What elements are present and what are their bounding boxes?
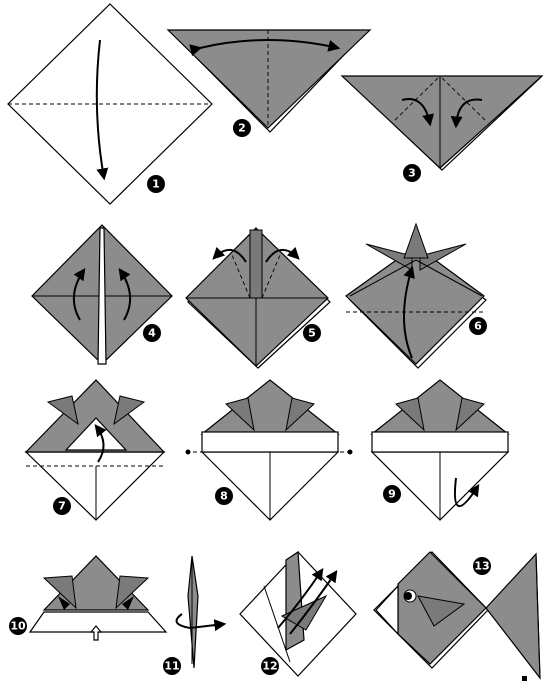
- top-colored: [24, 379, 166, 453]
- left-flap: [395, 397, 425, 432]
- fold-arrow: [403, 265, 415, 359]
- fold-line-right: [439, 75, 486, 121]
- step-badge: [403, 164, 421, 182]
- right-flap: [113, 395, 146, 426]
- step-7-diagram: 7: [24, 379, 166, 521]
- white-band: [28, 611, 168, 633]
- step-number: 5: [308, 327, 316, 340]
- fish-tail: [485, 552, 541, 680]
- step-9-diagram: 9: [370, 379, 510, 521]
- fold-arrow: [189, 39, 341, 57]
- step-badge: [303, 324, 321, 342]
- center-slit: [97, 227, 107, 365]
- fold-line-right: [261, 254, 281, 299]
- end-marker: [522, 676, 527, 681]
- step-number: 10: [10, 620, 26, 633]
- turn-over-arrow: [454, 477, 480, 508]
- bottom-white: [24, 451, 166, 521]
- left-flap: [365, 243, 413, 271]
- step-12-diagram: 12: [239, 550, 357, 677]
- fold-arrow-left: [401, 98, 434, 127]
- step-number: 8: [220, 490, 228, 503]
- step-number: 6: [474, 320, 482, 333]
- fold-arrow-right: [450, 98, 483, 129]
- fold-line-left: [394, 75, 441, 121]
- left-flap: [42, 575, 77, 610]
- triangle-paper: [340, 75, 544, 169]
- step-8-diagram: 8: [185, 379, 353, 521]
- fold-arrow-right: [265, 246, 300, 263]
- push-arrow-right: [122, 596, 134, 610]
- step-5-diagram: 5: [185, 227, 331, 369]
- fish-pupil: [404, 592, 412, 600]
- right-flap: [285, 397, 315, 432]
- step-badge: [143, 324, 161, 342]
- step-badge: [473, 557, 491, 575]
- step-badge: [53, 497, 71, 515]
- left-flap: [225, 397, 255, 432]
- fold-arrow-left: [73, 268, 86, 321]
- step-badge: [383, 485, 401, 503]
- crease: [415, 259, 483, 297]
- fold-arrow-left: [212, 246, 247, 263]
- folded-band: [371, 431, 509, 453]
- step-2-diagram: 2: [166, 29, 372, 137]
- step-badge: [163, 657, 181, 675]
- flattened-model: [187, 555, 199, 669]
- right-flap: [419, 243, 467, 271]
- folded-band: [201, 431, 339, 453]
- right-flap: [115, 575, 150, 610]
- fold-arrow: [94, 424, 107, 463]
- step-badge: [233, 119, 251, 137]
- step-3-diagram: 3: [340, 75, 544, 182]
- fish-fin: [417, 595, 466, 627]
- fold-arrow-2: [289, 570, 338, 635]
- top-flap: [403, 222, 429, 259]
- center-flaps: [249, 229, 263, 299]
- crease: [263, 585, 291, 663]
- step-number: 4: [148, 327, 156, 340]
- left-flap: [46, 395, 79, 426]
- step-number: 11: [164, 660, 179, 673]
- step-number: 1: [152, 178, 160, 191]
- step-6-diagram: 6: [345, 222, 487, 369]
- pivot-marker: [347, 449, 353, 455]
- fold-arrow-right: [118, 268, 131, 321]
- step-number: 12: [262, 660, 277, 673]
- step-number: 3: [408, 167, 416, 180]
- step-11-diagram: 11: [163, 555, 227, 675]
- step-badge: [147, 175, 165, 193]
- step-number: 13: [474, 560, 489, 573]
- pivot-marker: [185, 449, 191, 455]
- step-4-diagram: 4: [31, 224, 173, 365]
- step-badge: [9, 617, 27, 635]
- right-flap: [455, 397, 485, 432]
- step-13-diagram: 13: [373, 551, 541, 681]
- step-10-diagram: 10: [9, 555, 168, 641]
- step-number: 9: [388, 488, 396, 501]
- fish-face: [375, 584, 399, 636]
- push-arrow-left: [58, 596, 70, 610]
- diamond-paper: [345, 245, 485, 365]
- fold-arrow: [95, 39, 109, 181]
- top-colored: [200, 379, 340, 435]
- step-badge: [215, 487, 233, 505]
- step-number: 2: [238, 122, 246, 135]
- top-colored: [370, 379, 510, 435]
- rotate-arrow: [175, 613, 227, 632]
- step-badge: [469, 317, 487, 335]
- fold-line-left: [231, 254, 251, 299]
- fold-arrow-1: [277, 568, 324, 629]
- tail-edge: [535, 553, 541, 679]
- step-number: 7: [58, 500, 66, 513]
- step-badge: [261, 657, 279, 675]
- fin-flap: [280, 594, 328, 631]
- small-up-arrow: [89, 625, 103, 641]
- step-1-diagram: 1: [7, 3, 213, 205]
